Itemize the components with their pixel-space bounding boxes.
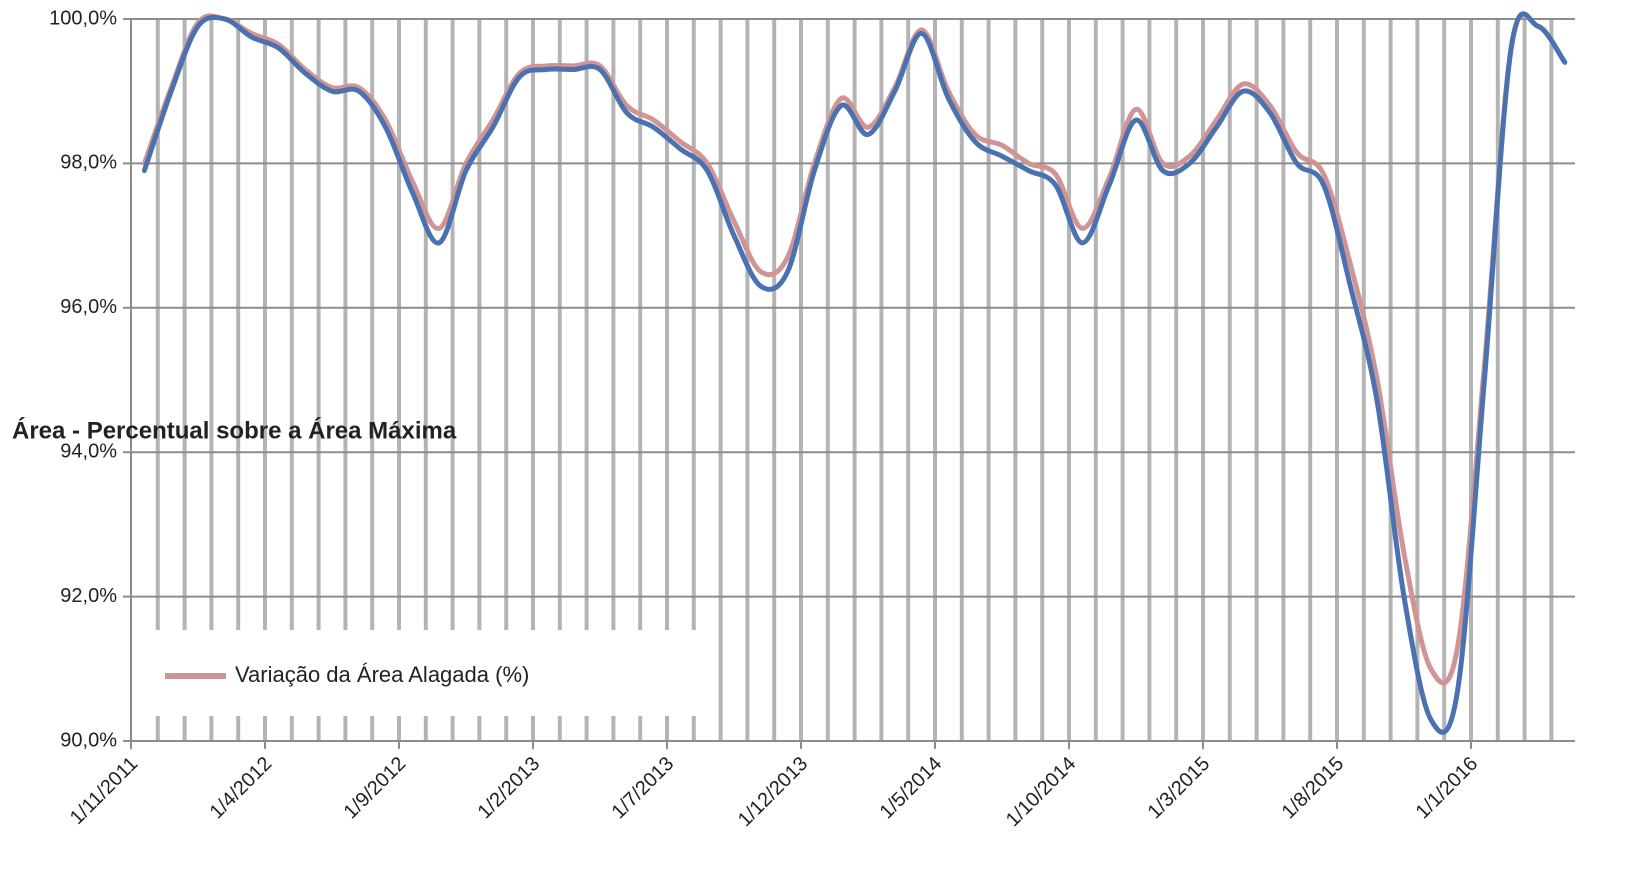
x-tick-label: 1/8/2015 bbox=[1278, 753, 1349, 824]
x-tick-label: 1/9/2012 bbox=[340, 753, 411, 824]
x-tick-label: 1/2/2013 bbox=[474, 753, 545, 824]
y-tick-label: 98,0% bbox=[60, 152, 117, 174]
y-tick-label: 100,0% bbox=[49, 7, 117, 29]
x-tick-label: 1/12/2013 bbox=[734, 753, 812, 831]
x-tick-label: 1/5/2014 bbox=[876, 753, 947, 824]
x-tick-label: 1/3/2015 bbox=[1144, 753, 1215, 824]
x-tick-label: 1/10/2014 bbox=[1002, 753, 1080, 831]
x-tick-label: 1/11/2011 bbox=[66, 753, 142, 829]
x-tick-label: 1/7/2013 bbox=[608, 753, 679, 824]
y-tick-label: 90,0% bbox=[60, 729, 117, 751]
legend-box bbox=[155, 630, 700, 716]
y-axis-title: Área - Percentual sobre a Área Máxima bbox=[12, 416, 457, 444]
x-tick-label: 1/1/2016 bbox=[1412, 753, 1483, 824]
y-tick-label: 94,0% bbox=[60, 440, 117, 462]
legend-label: Variação da Área Alagada (%) bbox=[235, 662, 529, 687]
x-tick-label: 1/4/2012 bbox=[206, 753, 277, 824]
y-tick-label: 96,0% bbox=[60, 296, 117, 318]
series-line bbox=[141, 11, 1568, 735]
y-tick-label: 92,0% bbox=[60, 585, 117, 607]
